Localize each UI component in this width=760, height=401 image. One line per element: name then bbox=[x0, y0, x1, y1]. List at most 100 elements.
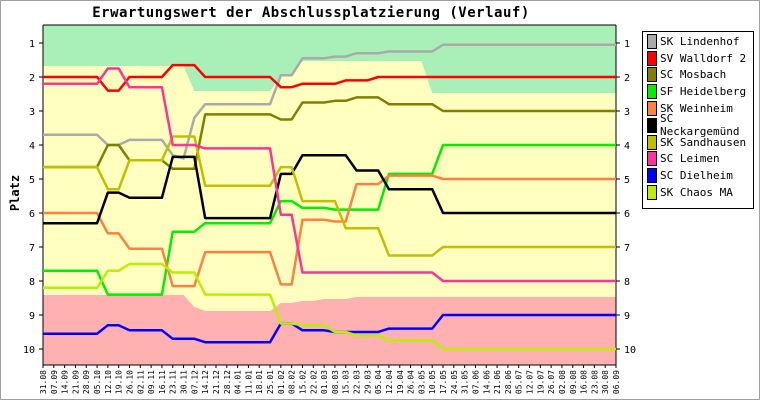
legend-swatch bbox=[647, 33, 657, 49]
y-tick-label: 7 bbox=[29, 243, 35, 254]
x-tick-label: 14.12 bbox=[201, 370, 210, 394]
series-line-sc-dielheim bbox=[43, 313, 616, 344]
x-tick-label: 25.01 bbox=[266, 370, 275, 394]
x-tick-label: 01.03 bbox=[320, 370, 329, 394]
x-tick-label: 31.08 bbox=[39, 370, 48, 394]
y-tick-label-right: 3 bbox=[624, 107, 630, 118]
legend-label: SV Walldorf 2 bbox=[660, 51, 747, 65]
x-tick-label: 29.03 bbox=[363, 370, 372, 394]
legend-item: SC Leimen bbox=[647, 151, 749, 168]
legend-label: SF Heidelberg bbox=[660, 85, 747, 99]
x-tick-label: 12.10 bbox=[104, 370, 113, 394]
legend-swatch bbox=[647, 101, 657, 117]
x-tick-label: 17.05 bbox=[439, 370, 448, 394]
legend-label: SC Mosbach bbox=[660, 68, 727, 82]
x-tick-label: 02.08 bbox=[558, 370, 567, 394]
series-line-sk-weinheim bbox=[43, 174, 616, 288]
legend-item: SK Chaos MA bbox=[647, 184, 749, 201]
y-tick-label-right: 5 bbox=[624, 175, 630, 186]
y-tick-label: 2 bbox=[29, 73, 35, 84]
legend-item: SK Lindenhof bbox=[647, 33, 749, 50]
x-tick-label: 12.07 bbox=[526, 370, 535, 394]
legend-item: SK Weinheim bbox=[647, 100, 749, 117]
y-tick-label-right: 6 bbox=[624, 209, 630, 220]
y-tick-label: 5 bbox=[29, 175, 35, 186]
legend-item: SC Mosbach bbox=[647, 67, 749, 84]
x-tick-label: 26.10 bbox=[125, 370, 134, 394]
legend-label: SC Neckargemünd bbox=[660, 112, 740, 139]
series-line-sc-neckargem-nd bbox=[43, 153, 616, 225]
y-tick-label-right: 10 bbox=[624, 345, 636, 356]
x-tick-label: 08.03 bbox=[331, 370, 340, 394]
legend-swatch bbox=[647, 67, 657, 83]
x-tick-label: 15.03 bbox=[342, 370, 351, 394]
legend-label: SK Chaos MA bbox=[660, 186, 733, 200]
y-tick-label: 1 bbox=[29, 39, 35, 50]
y-tick-label-right: 9 bbox=[624, 311, 630, 322]
x-tick-label: 01.02 bbox=[277, 370, 286, 394]
x-tick-label: 28.06 bbox=[504, 370, 513, 394]
series-line-sc-leimen bbox=[43, 67, 616, 283]
x-tick-label: 05.04 bbox=[374, 370, 383, 394]
x-tick-label: 23.08 bbox=[590, 370, 599, 394]
legend-swatch bbox=[647, 117, 657, 133]
x-tick-label: 09.08 bbox=[569, 370, 578, 394]
x-tick-label: 23.11 bbox=[169, 370, 178, 394]
x-tick-label: 07.06 bbox=[471, 370, 480, 394]
x-tick-label: 19.10 bbox=[115, 370, 124, 394]
x-tick-label: 06.09 bbox=[612, 370, 621, 394]
x-tick-label: 10.05 bbox=[428, 370, 437, 394]
legend-item: SC Dielheim bbox=[647, 167, 749, 184]
chart-title: Erwartungswert der Abschlussplatzierung … bbox=[92, 5, 530, 21]
x-tick-label: 24.05 bbox=[450, 370, 459, 394]
legend-swatch bbox=[647, 50, 657, 66]
x-tick-label: 07.12 bbox=[190, 370, 199, 394]
y-tick-label: 3 bbox=[29, 107, 35, 118]
series-line-sk-lindenhof bbox=[43, 43, 616, 160]
x-tick-label: 22.03 bbox=[353, 370, 362, 394]
x-tick-label: 02.11 bbox=[136, 370, 145, 394]
x-tick-label: 19.04 bbox=[396, 370, 405, 394]
legend-label: SC Leimen bbox=[660, 152, 720, 166]
x-tick-label: 14.09 bbox=[61, 370, 70, 394]
x-tick-label: 04.01 bbox=[234, 370, 243, 394]
legend-item: SC Neckargemünd bbox=[647, 112, 749, 138]
x-tick-label: 21.06 bbox=[493, 370, 502, 394]
x-tick-label: 30.08 bbox=[601, 370, 610, 394]
y-tick-label-right: 7 bbox=[624, 243, 630, 254]
legend: SK Lindenhof SV Walldorf 2 SC Mosbach SF He… bbox=[642, 31, 754, 209]
y-tick-label-right: 1 bbox=[624, 39, 630, 50]
legend-label: SC Dielheim bbox=[660, 169, 733, 183]
x-tick-label: 11.01 bbox=[244, 370, 253, 394]
y-tick-label: 4 bbox=[29, 141, 35, 152]
legend-label: SK Lindenhof bbox=[660, 34, 740, 48]
series-line-sk-sandhausen bbox=[43, 135, 616, 257]
legend-item: SV Walldorf 2 bbox=[647, 50, 749, 67]
legend-item: SF Heidelberg bbox=[647, 83, 749, 100]
x-tick-label: 26.07 bbox=[547, 370, 556, 394]
legend-label: SK Weinheim bbox=[660, 102, 733, 116]
legend-item: SK Sandhausen bbox=[647, 134, 749, 151]
x-tick-label: 05.07 bbox=[515, 370, 524, 394]
x-tick-label: 31.05 bbox=[461, 370, 470, 394]
y-tick-label-right: 2 bbox=[624, 73, 630, 84]
x-tick-label: 28.12 bbox=[223, 370, 232, 394]
x-tick-label: 28.09 bbox=[82, 370, 91, 394]
x-tick-label: 15.02 bbox=[298, 370, 307, 394]
series-line-sv-walldorf-2 bbox=[43, 63, 616, 92]
legend-swatch bbox=[647, 151, 657, 167]
y-tick-label: 10 bbox=[23, 345, 35, 356]
legend-label: SK Sandhausen bbox=[660, 135, 747, 149]
legend-swatch bbox=[647, 185, 657, 201]
x-tick-label: 05.10 bbox=[93, 370, 102, 394]
x-tick-label: 26.04 bbox=[407, 370, 416, 394]
y-tick-label: 8 bbox=[29, 277, 35, 288]
y-tick-label: 9 bbox=[29, 311, 35, 322]
x-tick-label: 19.07 bbox=[536, 370, 545, 394]
x-tick-label: 21.09 bbox=[71, 370, 80, 394]
series-line-sk-chaos-ma bbox=[43, 262, 616, 351]
legend-swatch bbox=[647, 168, 657, 184]
x-tick-label: 08.02 bbox=[288, 370, 297, 394]
